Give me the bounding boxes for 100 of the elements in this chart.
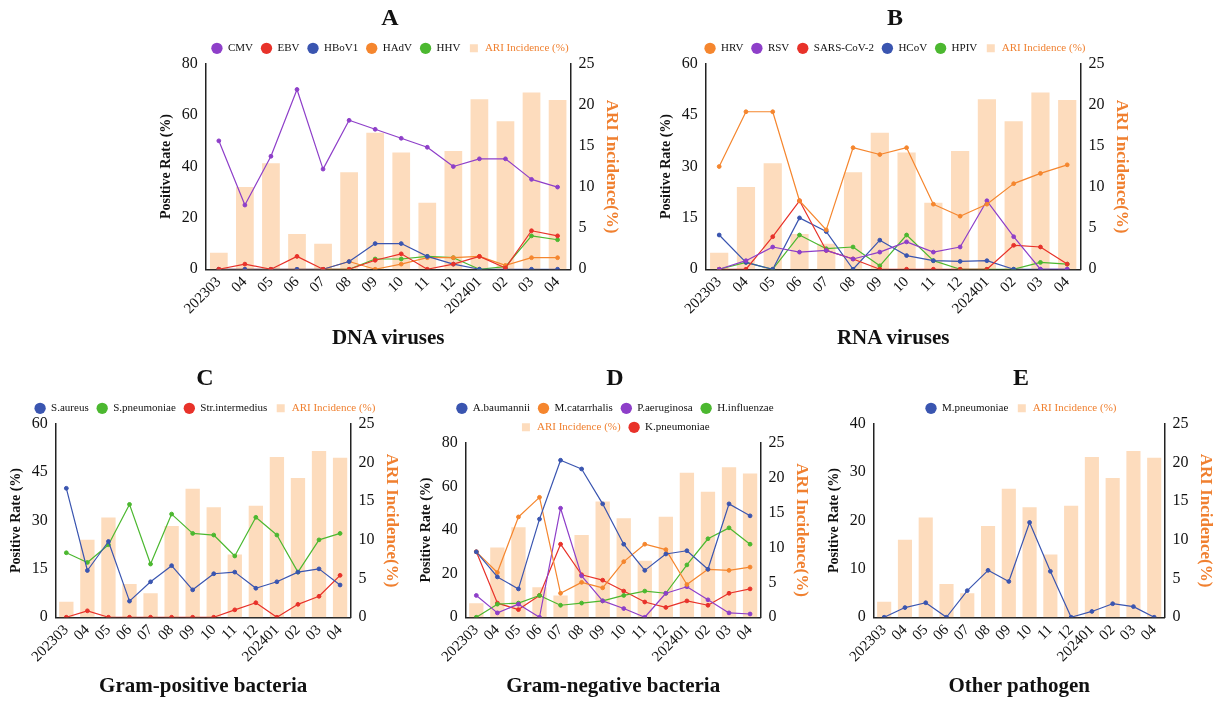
bar xyxy=(548,99,567,270)
x-axis-title: DNA viruses xyxy=(331,324,445,349)
legend-label: A.baumannii xyxy=(472,401,531,414)
bar xyxy=(209,252,228,270)
x-tick-label: 11 xyxy=(916,273,939,295)
legend-label: SARS-CoV-2 xyxy=(813,41,874,54)
y-tick-label: 30 xyxy=(681,156,698,174)
bar xyxy=(980,525,996,618)
x-tick-label: 08 xyxy=(564,621,587,644)
legend-label: HRV xyxy=(721,41,744,54)
y2-tick-label: 0 xyxy=(1172,607,1181,625)
bar xyxy=(742,473,758,618)
bar xyxy=(1064,505,1079,618)
y-tick-label: 45 xyxy=(681,105,698,123)
y-tick-label: 15 xyxy=(31,559,48,577)
bar xyxy=(1147,457,1162,618)
y-tick-label: 20 xyxy=(849,510,866,528)
legend-label: HBoV1 xyxy=(324,41,359,54)
x-tick-label: 05 xyxy=(755,273,778,296)
y-axis-title: Positive Rate (%) xyxy=(8,467,25,574)
y-tick-label: 0 xyxy=(39,607,48,625)
x-tick-label: 08 xyxy=(154,621,177,644)
x-tick-label: 02 xyxy=(488,273,511,296)
x-tick-label: 02 xyxy=(280,621,303,644)
bar xyxy=(311,450,327,618)
x-tick-label: 06 xyxy=(279,272,303,296)
bar xyxy=(1084,457,1099,618)
bar xyxy=(1126,450,1141,618)
legend-label: HCoV xyxy=(898,41,928,54)
x-tick-label: 06 xyxy=(782,272,805,296)
x-tick-label: 09 xyxy=(358,273,381,296)
bar xyxy=(164,525,179,618)
legend-label: S.aureus xyxy=(51,401,89,414)
y2-tick-label: 20 xyxy=(768,467,785,485)
bar xyxy=(710,252,729,270)
bar xyxy=(897,539,913,618)
x-tick-label: 10 xyxy=(606,621,629,644)
y2-tick-label: 5 xyxy=(578,218,587,236)
x-tick-label: 10 xyxy=(196,621,219,644)
bar xyxy=(470,99,489,270)
y2-tick-label: 10 xyxy=(358,530,375,548)
x-axis-title: Gram-positive bacteria xyxy=(99,672,308,697)
y2-tick-label: 0 xyxy=(578,259,587,277)
x-tick-label: 11 xyxy=(218,621,240,643)
bar xyxy=(960,593,975,618)
x-tick-label: 11 xyxy=(1033,621,1056,643)
x-tick-label: 10 xyxy=(384,273,407,296)
y-axis-title: Positive Rate (%) xyxy=(658,113,675,220)
y2-tick-label: 25 xyxy=(1088,54,1105,71)
x-tick-label: 11 xyxy=(410,273,433,295)
bar xyxy=(262,163,280,270)
bar xyxy=(101,517,116,618)
y2-tick-label: 15 xyxy=(768,502,785,520)
legend-label: ARI Incidence (%) xyxy=(536,420,621,434)
bar xyxy=(392,152,411,270)
y2-tick-label: 0 xyxy=(358,607,367,625)
y2-tick-label: 20 xyxy=(358,452,375,470)
y2-tick-label: 5 xyxy=(1088,218,1097,236)
legend-label: ARI Incidence (%) xyxy=(484,41,569,55)
bar xyxy=(314,243,332,270)
bar xyxy=(248,505,263,618)
x-tick-label: 07 xyxy=(950,620,973,644)
y2-tick-label: 0 xyxy=(1088,259,1097,277)
y2-tick-label: 20 xyxy=(1088,95,1105,113)
x-tick-label: 09 xyxy=(585,621,608,644)
legend-label: ARI Incidence (%) xyxy=(1032,401,1117,415)
x-tick-label: 03 xyxy=(514,273,537,296)
x-tick-label: 04 xyxy=(70,620,93,644)
bar xyxy=(877,601,892,618)
x-tick-label: 08 xyxy=(332,273,355,296)
bar xyxy=(977,99,996,270)
y-tick-label: 0 xyxy=(857,607,866,625)
legend-label: ARI Incidence (%) xyxy=(291,401,376,415)
bar xyxy=(366,132,385,270)
y-tick-label: 80 xyxy=(441,433,458,450)
x-tick-label: 07 xyxy=(133,620,156,644)
x-tick-label: 02 xyxy=(690,621,713,644)
x-tick-label: 04 xyxy=(1050,272,1073,296)
legend-label: Str.intermedius xyxy=(200,401,268,414)
bar xyxy=(290,477,306,618)
x-tick-label: 10 xyxy=(889,273,912,296)
y-tick-label: 20 xyxy=(181,208,198,226)
y-tick-label: 60 xyxy=(681,54,698,71)
bar xyxy=(679,472,695,618)
x-tick-label: 04 xyxy=(728,272,752,296)
x-tick-label: 04 xyxy=(1137,620,1160,644)
x-tick-label: 02 xyxy=(996,273,1019,296)
y-tick-label: 0 xyxy=(689,259,698,277)
x-tick-label: 03 xyxy=(1023,273,1046,296)
y2-tick-label: 10 xyxy=(768,537,785,555)
legend-label: M.pneumoniae xyxy=(942,401,1009,414)
bar xyxy=(269,457,285,618)
x-tick-label: 05 xyxy=(91,621,114,644)
y-tick-label: 30 xyxy=(31,510,48,528)
y-tick-label: 40 xyxy=(441,520,458,538)
x-tick-label: 02 xyxy=(1095,621,1118,644)
y2-axis-title: ARI Incidence(%) xyxy=(1197,453,1217,588)
bar xyxy=(1043,554,1058,618)
y2-tick-label: 10 xyxy=(578,177,595,195)
bar xyxy=(870,132,889,270)
